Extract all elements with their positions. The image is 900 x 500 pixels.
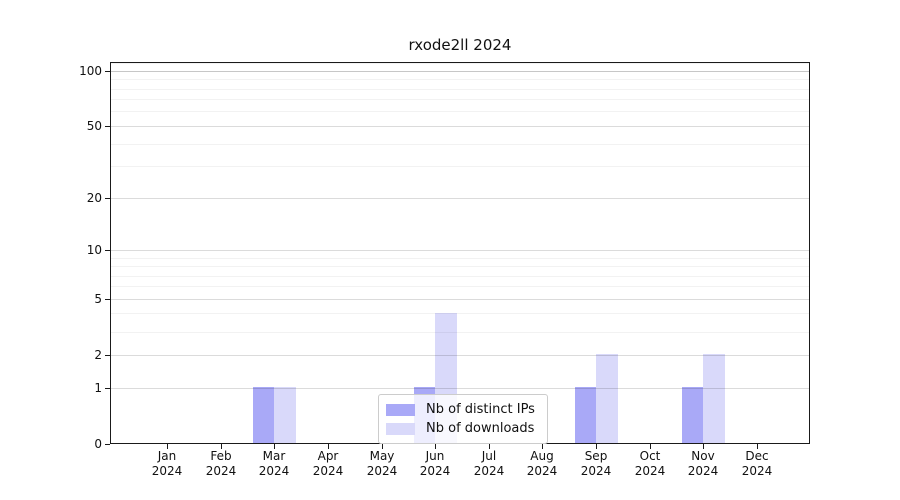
x-tick-label: Mar 2024	[258, 449, 290, 478]
x-tick-mark	[596, 444, 597, 449]
x-tick-label: Jun 2024	[419, 449, 451, 478]
gridline-major	[111, 71, 809, 72]
y-tick-label: 0	[94, 437, 102, 451]
y-tick-label: 10	[86, 243, 102, 257]
gridline-minor	[111, 276, 809, 277]
y-tick-mark	[105, 355, 110, 356]
x-tick-label: Nov 2024	[687, 449, 719, 478]
x-tick-mark	[274, 444, 275, 449]
gridline-minor	[111, 144, 809, 145]
gridline-major	[111, 198, 809, 199]
x-tick-label: Feb 2024	[205, 449, 237, 478]
gridline-minor	[111, 63, 809, 64]
legend-label: Nb of downloads	[426, 421, 535, 436]
legend: Nb of distinct IPs Nb of downloads	[378, 394, 548, 444]
x-tick-label: Oct 2024	[634, 449, 666, 478]
gridline-minor	[111, 89, 809, 90]
legend-label: Nb of distinct IPs	[426, 402, 535, 417]
x-tick-label: Jan 2024	[151, 449, 183, 478]
y-tick-mark	[105, 198, 110, 199]
bar-distinct-ips	[681, 387, 704, 443]
legend-swatch	[386, 403, 415, 416]
x-tick-mark	[167, 444, 168, 449]
y-tick-label: 1	[94, 381, 102, 395]
y-tick-mark	[105, 299, 110, 300]
x-tick-mark	[328, 444, 329, 449]
x-tick-label: Apr 2024	[312, 449, 344, 478]
gridline-minor	[111, 166, 809, 167]
bar-downloads	[274, 387, 296, 443]
bar-distinct-ips	[252, 387, 275, 443]
x-tick-label: May 2024	[366, 449, 398, 478]
y-tick-label: 100	[79, 64, 102, 78]
gridline-minor	[111, 99, 809, 100]
gridline-minor	[111, 266, 809, 267]
y-tick-mark	[105, 71, 110, 72]
x-tick-mark	[221, 444, 222, 449]
y-tick-label: 50	[86, 119, 102, 133]
x-tick-label: Sep 2024	[580, 449, 612, 478]
gridline-minor	[111, 258, 809, 259]
gridline-minor	[111, 286, 809, 287]
y-tick-mark	[105, 388, 110, 389]
bar-downloads	[703, 354, 725, 443]
gridline-major	[111, 388, 809, 389]
bar-downloads	[596, 354, 618, 443]
bar-distinct-ips	[574, 387, 597, 443]
gridline-minor	[111, 332, 809, 333]
x-tick-mark	[435, 444, 436, 449]
gridline-major	[111, 250, 809, 251]
gridline-minor	[111, 111, 809, 112]
x-tick-mark	[489, 444, 490, 449]
plot-area: Nb of distinct IPs Nb of downloads	[110, 62, 810, 444]
x-tick-label: Jul 2024	[473, 449, 505, 478]
legend-swatch	[386, 422, 415, 435]
x-tick-mark	[703, 444, 704, 449]
y-tick-mark	[105, 126, 110, 127]
gridline-minor	[111, 313, 809, 314]
y-tick-label: 2	[94, 348, 102, 362]
legend-item: Nb of distinct IPs	[386, 400, 539, 419]
y-tick-label: 20	[86, 191, 102, 205]
x-tick-mark	[757, 444, 758, 449]
y-tick-label: 5	[94, 292, 102, 306]
y-tick-mark	[105, 250, 110, 251]
x-tick-mark	[382, 444, 383, 449]
gridline-minor	[111, 79, 809, 80]
chart-title: rxode2ll 2024	[408, 36, 512, 54]
x-tick-label: Dec 2024	[741, 449, 773, 478]
gridline-major	[111, 299, 809, 300]
legend-item: Nb of downloads	[386, 419, 539, 438]
gridline-major	[111, 126, 809, 127]
y-tick-mark	[105, 444, 110, 445]
x-tick-label: Aug 2024	[526, 449, 558, 478]
x-tick-mark	[650, 444, 651, 449]
gridline-major	[111, 355, 809, 356]
x-tick-mark	[542, 444, 543, 449]
